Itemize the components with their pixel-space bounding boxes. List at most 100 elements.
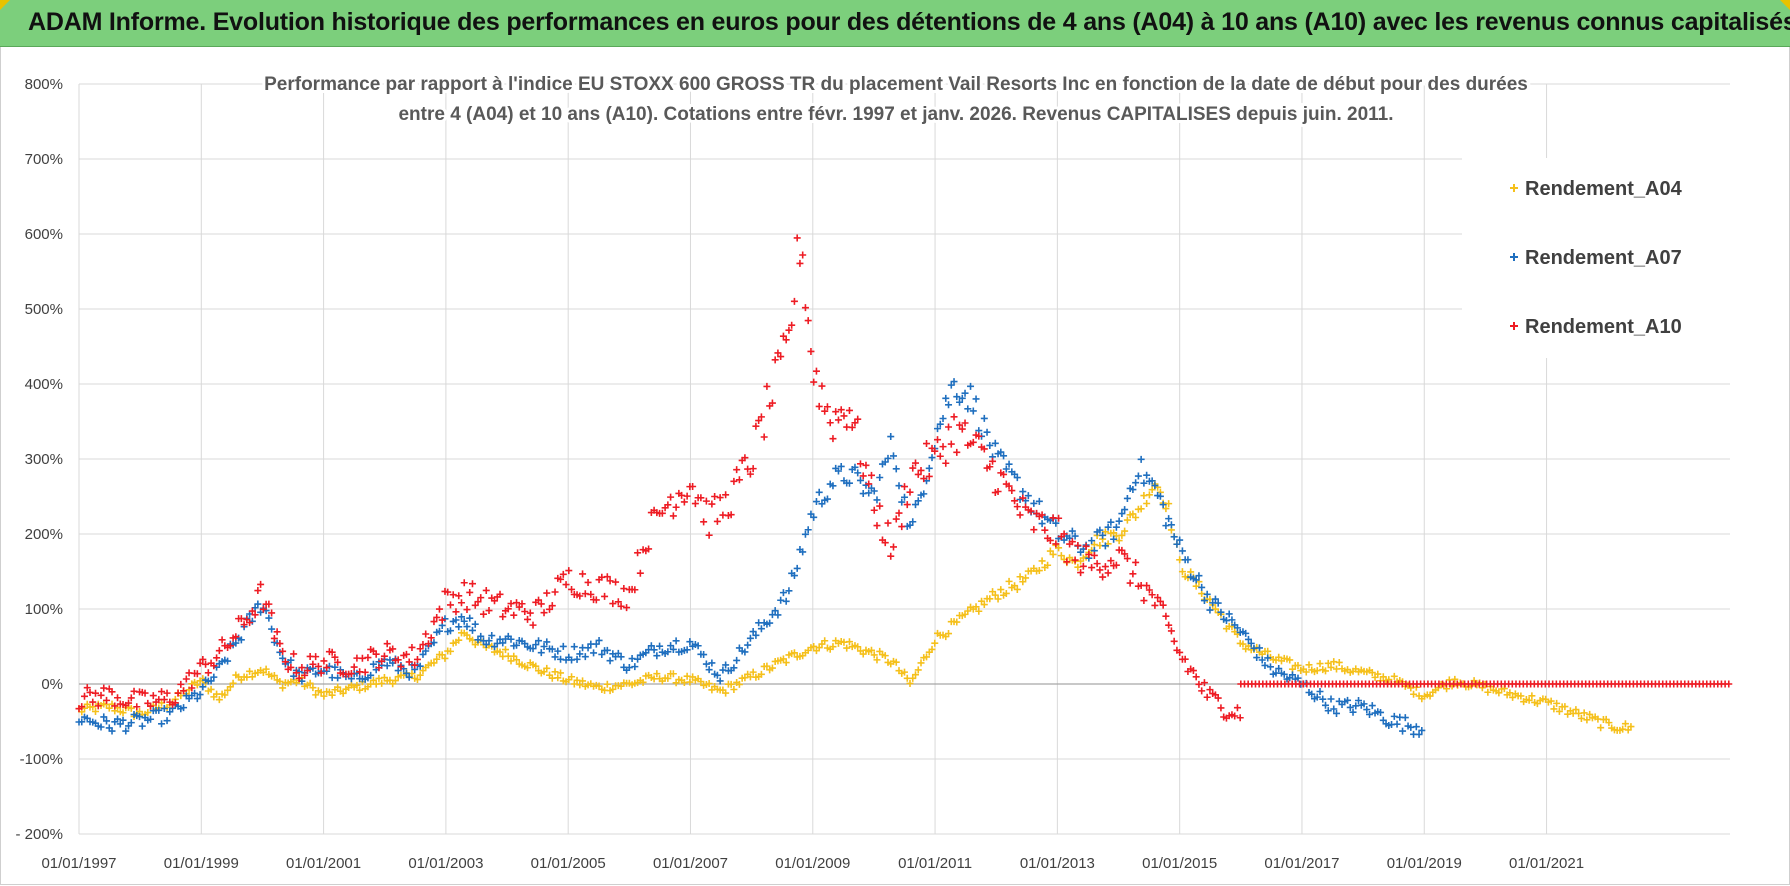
data-point — [1077, 569, 1085, 577]
data-point — [592, 596, 600, 604]
data-point — [768, 399, 776, 407]
data-point — [1101, 542, 1109, 550]
x-tick-label: 01/01/2013 — [1020, 855, 1095, 872]
data-point — [609, 600, 617, 608]
data-point — [97, 691, 105, 699]
data-point — [686, 638, 694, 646]
data-point — [837, 406, 845, 414]
data-point — [1115, 537, 1123, 545]
data-point — [551, 668, 559, 676]
data-point — [402, 669, 410, 677]
data-point — [1195, 572, 1203, 580]
data-point — [474, 598, 482, 606]
data-point — [1156, 597, 1164, 605]
data-point — [466, 614, 474, 622]
data-point — [1360, 700, 1368, 708]
y-tick-label: - 200% — [15, 826, 63, 843]
data-point — [1165, 500, 1173, 508]
data-point — [460, 579, 468, 587]
data-point — [790, 572, 798, 580]
data-point — [639, 678, 647, 686]
data-point — [1162, 505, 1170, 513]
data-point — [914, 666, 922, 674]
data-point — [997, 448, 1005, 456]
data-point — [226, 642, 234, 650]
data-point — [859, 472, 867, 480]
data-point — [793, 564, 801, 572]
data-point — [554, 674, 562, 682]
data-point — [917, 466, 925, 474]
data-point — [854, 469, 862, 477]
data-point — [457, 599, 465, 607]
data-point — [763, 662, 771, 670]
data-point — [1203, 590, 1211, 598]
data-point — [546, 605, 554, 613]
data-point — [455, 592, 463, 600]
data-point — [1121, 550, 1129, 558]
data-point — [551, 653, 559, 661]
data-point — [906, 488, 914, 496]
data-point — [576, 650, 584, 658]
data-point — [1165, 621, 1173, 629]
data-point — [435, 605, 443, 613]
data-point — [240, 621, 248, 629]
data-point — [513, 641, 521, 649]
data-point — [1412, 723, 1420, 731]
data-point — [383, 640, 391, 648]
data-point — [749, 628, 757, 636]
data-point — [584, 578, 592, 586]
data-point — [361, 668, 369, 676]
chart-title-line: entre 4 (A04) et 10 ans (A10). Cotations… — [398, 104, 1393, 125]
data-point — [119, 709, 127, 717]
data-point — [518, 600, 526, 608]
data-point — [334, 683, 342, 691]
legend-marker — [1510, 184, 1518, 192]
data-point — [914, 497, 922, 505]
data-point — [617, 653, 625, 661]
data-point — [446, 601, 454, 609]
data-point — [540, 609, 548, 617]
x-tick-label: 01/01/2007 — [653, 855, 728, 872]
data-point — [801, 530, 809, 538]
legend-label: Rendement_A10 — [1525, 316, 1682, 338]
data-point — [1096, 566, 1104, 574]
data-point — [950, 378, 958, 386]
data-point — [1005, 482, 1013, 490]
data-point — [1275, 665, 1283, 673]
data-point — [845, 406, 853, 414]
data-point — [524, 615, 532, 623]
data-point — [804, 317, 812, 325]
data-point — [636, 569, 644, 577]
data-point — [1038, 520, 1046, 528]
data-point — [1052, 519, 1060, 527]
data-point — [1129, 570, 1137, 578]
data-point — [460, 617, 468, 625]
data-point — [744, 641, 752, 649]
data-point — [1580, 709, 1588, 717]
data-point — [708, 659, 716, 667]
data-point — [103, 717, 111, 725]
data-point — [1333, 709, 1341, 717]
data-point — [757, 625, 765, 633]
data-point — [826, 419, 834, 427]
data-point — [279, 684, 287, 692]
data-point — [116, 720, 124, 728]
data-point — [1132, 513, 1140, 521]
data-point — [188, 684, 196, 692]
data-point — [581, 653, 589, 661]
data-point — [779, 589, 787, 597]
data-point — [174, 689, 182, 697]
data-point — [369, 660, 377, 668]
data-point — [1621, 720, 1629, 728]
data-point — [862, 461, 870, 469]
data-point — [1258, 656, 1266, 664]
data-point — [1236, 714, 1244, 722]
data-point — [782, 659, 790, 667]
data-point — [237, 615, 245, 623]
data-point — [994, 595, 1002, 603]
data-point — [576, 681, 584, 689]
data-point — [870, 651, 878, 659]
data-point — [1214, 694, 1222, 702]
data-point — [989, 457, 997, 465]
data-point — [777, 353, 785, 361]
